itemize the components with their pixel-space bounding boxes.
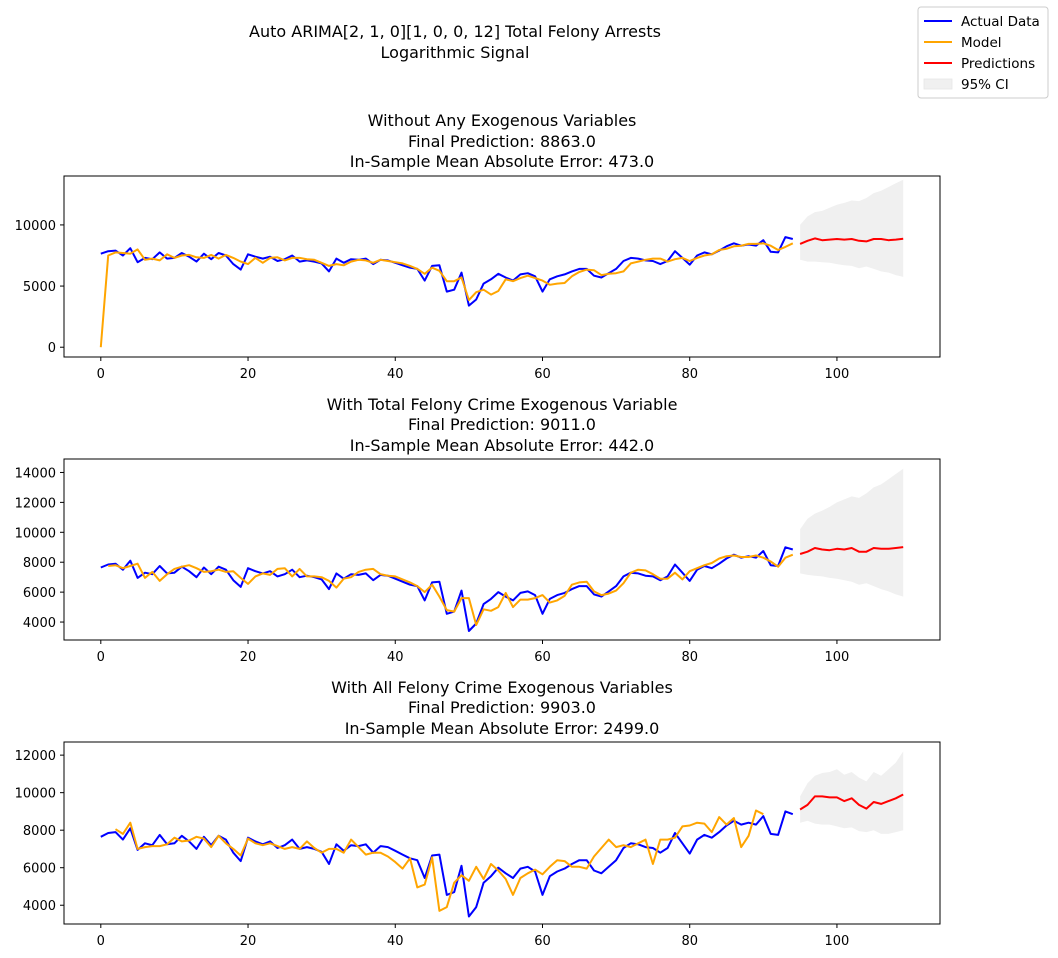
subplot-3: With All Felony Crime Exogenous Variable… <box>15 678 941 949</box>
x-tick-label: 60 <box>534 367 551 382</box>
x-tick-label: 80 <box>681 934 698 949</box>
x-tick-label: 40 <box>387 650 404 665</box>
actual-data-line <box>100 236 794 307</box>
y-tick-label: 10000 <box>15 219 56 234</box>
y-tick-label: 6000 <box>23 586 56 601</box>
subplot-1-title-line-3: In-Sample Mean Absolute Error: 473.0 <box>350 152 654 171</box>
x-tick-label: 0 <box>97 367 105 382</box>
model-line <box>99 242 794 348</box>
axes-frame <box>63 458 941 641</box>
y-tick-label: 12000 <box>15 749 56 764</box>
legend-label-predictions: Predictions <box>961 56 1035 72</box>
y-tick-label: 0 <box>48 341 56 356</box>
x-tick-label: 100 <box>825 934 850 949</box>
model-line <box>108 553 794 626</box>
y-tick-label: 14000 <box>15 466 56 481</box>
x-tick-label: 60 <box>534 934 551 949</box>
legend: Actual Data Model Predictions 95% CI <box>917 6 1049 99</box>
x-tick-label: 0 <box>97 934 105 949</box>
axes-frame <box>63 741 941 925</box>
actual-data-line <box>100 810 794 918</box>
subplot-2-title-line-2: Final Prediction: 9011.0 <box>408 415 596 434</box>
x-tick-label: 0 <box>97 650 105 665</box>
x-tick-label: 100 <box>825 650 850 665</box>
x-tick-label: 60 <box>534 650 551 665</box>
x-tick-label: 100 <box>825 367 850 382</box>
y-tick-label: 8000 <box>23 824 56 839</box>
predictions-line <box>799 546 904 555</box>
subplot-3-title-line-1: With All Felony Crime Exogenous Variable… <box>331 678 673 697</box>
legend-frame <box>917 6 1049 99</box>
ci-band <box>800 179 904 277</box>
suptitle-line-2: Logarithmic Signal <box>381 43 530 62</box>
x-tick-label: 20 <box>240 367 257 382</box>
subplot-2: With Total Felony Crime Exogenous Variab… <box>15 395 941 665</box>
subplot-1-title-line-1: Without Any Exogenous Variables <box>368 111 637 130</box>
legend-label-actual-data: Actual Data <box>961 14 1040 30</box>
x-tick-label: 40 <box>387 367 404 382</box>
actual-data-line <box>100 546 794 632</box>
legend-handle-95-ci <box>923 78 953 90</box>
x-tick-label: 40 <box>387 934 404 949</box>
y-tick-label: 5000 <box>23 280 56 295</box>
y-tick-label: 4000 <box>23 616 56 631</box>
predictions-line <box>799 237 904 245</box>
ci-band <box>800 751 904 834</box>
predictions-line <box>799 793 904 811</box>
legend-label-model: Model <box>961 35 1002 51</box>
x-tick-label: 80 <box>681 367 698 382</box>
suptitle-line-1: Auto ARIMA[2, 1, 0][1, 0, 0, 12] Total F… <box>249 22 661 41</box>
ci-band <box>800 468 904 597</box>
x-tick-label: 20 <box>240 650 257 665</box>
subplot-2-title-line-3: In-Sample Mean Absolute Error: 442.0 <box>350 436 654 455</box>
y-tick-label: 8000 <box>23 556 56 571</box>
subplot-1: Without Any Exogenous Variables Final Pre… <box>15 111 941 382</box>
subplots: Without Any Exogenous Variables Final Pre… <box>15 111 941 949</box>
legend-label-95-ci: 95% CI <box>961 77 1009 93</box>
y-tick-label: 10000 <box>15 526 56 541</box>
subplot-2-title-line-1: With Total Felony Crime Exogenous Variab… <box>327 395 678 414</box>
y-tick-label: 6000 <box>23 862 56 877</box>
subplot-3-title-line-2: Final Prediction: 9903.0 <box>408 698 596 717</box>
y-tick-label: 4000 <box>23 899 56 914</box>
axes-frame <box>63 175 941 358</box>
model-line <box>114 809 764 912</box>
y-tick-label: 10000 <box>15 787 56 802</box>
x-tick-label: 20 <box>240 934 257 949</box>
y-tick-label: 12000 <box>15 496 56 511</box>
subplot-3-title-line-3: In-Sample Mean Absolute Error: 2499.0 <box>345 719 660 738</box>
x-tick-label: 80 <box>681 650 698 665</box>
subplot-1-title-line-2: Final Prediction: 8863.0 <box>408 132 596 151</box>
